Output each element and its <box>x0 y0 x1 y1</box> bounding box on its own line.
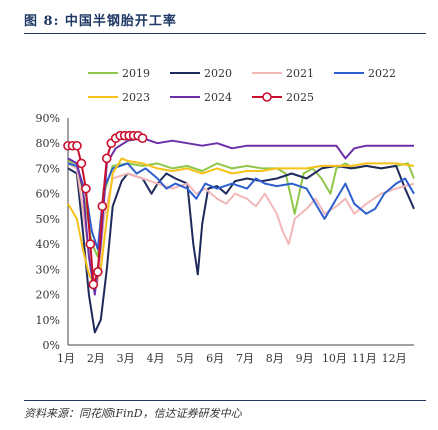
data-point-2025 <box>137 133 148 143</box>
legend-label-2020: 2020 <box>204 67 232 80</box>
data-point-2025 <box>88 279 99 290</box>
y-tick-label: 10% <box>36 314 60 327</box>
x-tick-label: 1月 <box>57 352 75 365</box>
y-tick-label: 80% <box>36 137 60 150</box>
y-tick-label: 70% <box>36 162 60 175</box>
line-chart: 0% 10% 20% 30% 40% 50% 60% 70% 80% 90% 1月 2月 3月 4月 5月 6… <box>36 67 415 365</box>
series-line-2023 <box>67 157 415 286</box>
series-line-2022 <box>67 162 415 251</box>
figure-title-text: 中国半钢胎开工率 <box>64 14 177 29</box>
x-tick-label: 10月 <box>322 352 347 365</box>
source-note: 资料来源：同花顺iFinD，信达证券研发中心 <box>24 407 242 420</box>
legend-label-2023: 2023 <box>122 91 150 104</box>
y-tick-label: 90% <box>36 112 60 125</box>
y-tick-label: 30% <box>36 263 60 276</box>
x-tick-label: 9月 <box>296 352 314 365</box>
figure-label: 图 8: <box>24 14 60 29</box>
source-rule <box>24 400 426 401</box>
legend-label-2022: 2022 <box>368 67 396 80</box>
legend-label-2019: 2019 <box>122 67 150 80</box>
data-point-2025 <box>93 267 103 277</box>
x-tick-label: 2月 <box>87 352 105 365</box>
data-point-2025 <box>85 239 96 249</box>
x-tick-label: 8月 <box>266 352 284 365</box>
legend-label-2021: 2021 <box>286 67 314 80</box>
figure-title: 图 8: 中国半钢胎开工率 <box>24 10 177 29</box>
data-point-2025 <box>81 183 91 194</box>
legend-label-2025: 2025 <box>286 91 314 104</box>
x-tick-label: 5月 <box>176 352 194 365</box>
title-rule <box>24 33 426 34</box>
y-tick-label: 50% <box>36 213 60 226</box>
y-tick-label: 60% <box>36 188 60 201</box>
legend-label-2024: 2024 <box>204 91 232 104</box>
series-line-2020 <box>67 164 415 334</box>
series-line-2021 <box>67 162 415 283</box>
y-tick-label: 0% <box>43 339 60 352</box>
legend-marker-2025 <box>262 92 272 102</box>
data-point-2025 <box>101 153 112 164</box>
data-point-2025 <box>97 201 108 212</box>
y-tick-label: 40% <box>36 238 60 251</box>
data-point-2025 <box>76 158 87 169</box>
y-tick-label: 20% <box>36 289 60 302</box>
x-tick-label: 3月 <box>117 352 135 365</box>
x-tick-label: 12月 <box>382 352 407 365</box>
data-point-2025 <box>72 140 82 151</box>
x-tick-label: 7月 <box>236 352 254 365</box>
x-tick-label: 11月 <box>352 352 377 365</box>
x-tick-label: 4月 <box>146 352 164 365</box>
x-tick-label: 6月 <box>206 352 224 365</box>
